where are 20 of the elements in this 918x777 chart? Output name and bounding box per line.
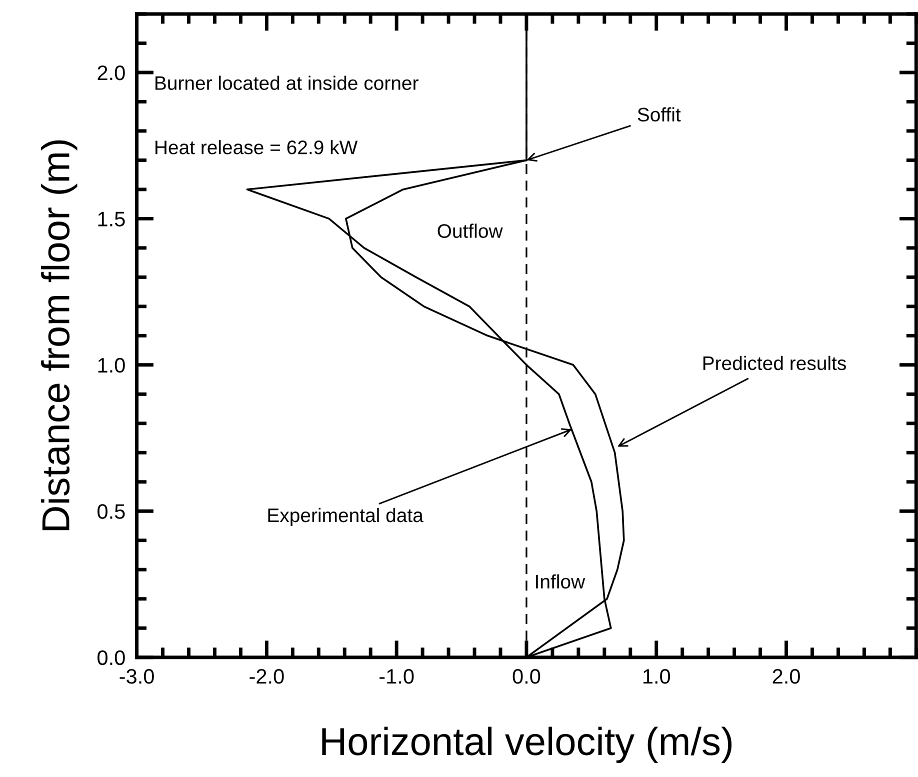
y-tick-label: 1.5: [98, 212, 125, 226]
annotation: Predicted results: [703, 356, 846, 370]
y-tick-label: 0.5: [98, 504, 125, 519]
annotation: Heat release = 62.9 kW: [156, 140, 358, 154]
y-axis-title: Distance from floor (m): [41, 140, 78, 530]
y-tick-label: 2.0: [98, 65, 125, 80]
x-tick-label: -3.0: [120, 669, 154, 684]
x-tick-label: -2.0: [250, 669, 284, 684]
x-tick-label: 2.0: [772, 669, 800, 684]
x-tick-label: -1.0: [380, 669, 414, 684]
y-tick-label: 1.0: [98, 358, 125, 373]
y-tick-label: 0.0: [98, 650, 125, 666]
x-axis-title: Horizontal velocity (m/s): [322, 726, 732, 764]
annotation: Inflow: [536, 574, 586, 589]
annotation: Outflow: [438, 224, 503, 238]
annotation: Soffit: [638, 107, 681, 122]
x-tick-label: 1.0: [643, 669, 670, 684]
annotation: Burner located at inside corner: [156, 76, 418, 90]
x-tick-label: 0.0: [512, 669, 540, 684]
annotation: Experimental data: [268, 508, 424, 526]
